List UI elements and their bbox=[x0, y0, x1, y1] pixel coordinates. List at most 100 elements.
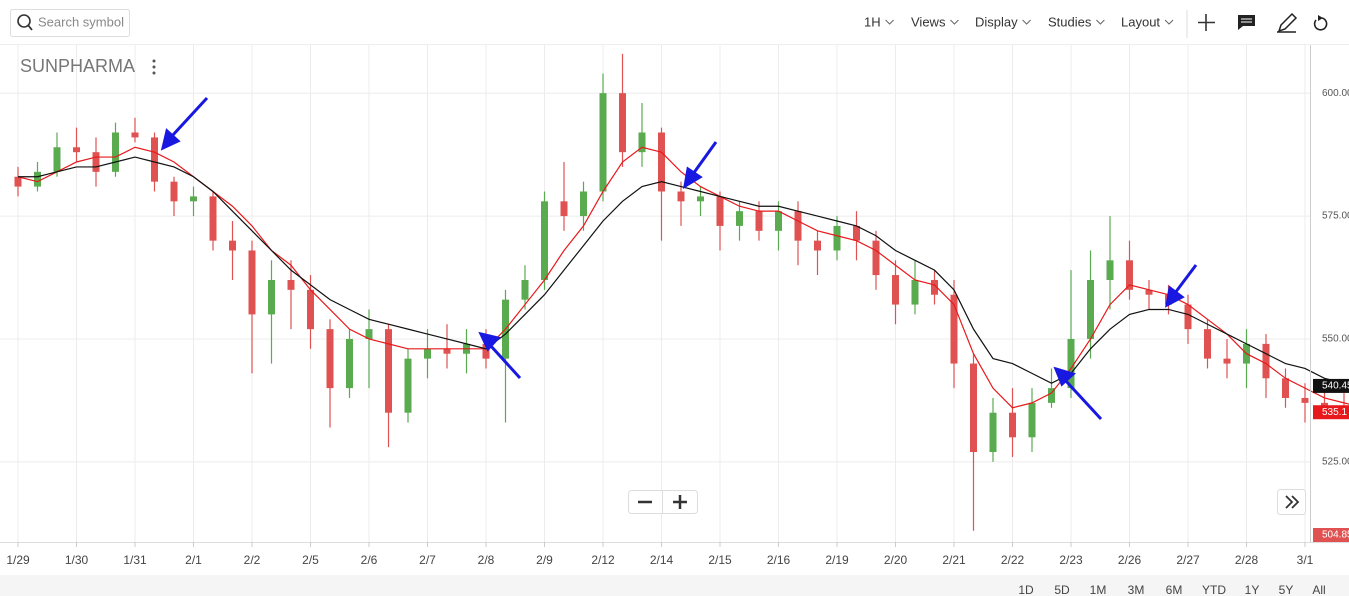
menu[interactable]: 1H bbox=[864, 14, 881, 29]
x-tick-label: 2/5 bbox=[302, 553, 319, 567]
comment-icon[interactable] bbox=[1238, 15, 1255, 30]
candle-body bbox=[677, 191, 685, 202]
menu-caret bbox=[885, 19, 894, 25]
reset-icon[interactable] bbox=[1313, 15, 1328, 31]
menu-caret bbox=[950, 19, 959, 25]
candle-body bbox=[404, 358, 412, 413]
menu[interactable]: Studies bbox=[1048, 14, 1092, 29]
candle-body bbox=[716, 196, 724, 226]
y-tick-label: 600.00 bbox=[1322, 88, 1349, 99]
add-icon[interactable] bbox=[1198, 14, 1215, 31]
candle-body bbox=[892, 275, 899, 305]
candle-body bbox=[814, 240, 821, 251]
candle-body bbox=[931, 279, 938, 295]
candle-body bbox=[131, 132, 139, 138]
candle-body bbox=[1067, 338, 1075, 389]
menu[interactable]: Layout bbox=[1121, 14, 1160, 29]
search-placeholder[interactable]: Search symbol bbox=[38, 14, 124, 29]
x-tick-label: 2/27 bbox=[1176, 553, 1200, 567]
range-button[interactable]: All bbox=[1312, 583, 1325, 596]
toolbar-border bbox=[0, 44, 1349, 45]
candle-body bbox=[560, 201, 568, 217]
x-tick-label: 2/28 bbox=[1235, 553, 1259, 567]
x-tick-label: 2/1 bbox=[185, 553, 202, 567]
candle-body bbox=[248, 250, 256, 315]
candle-body bbox=[794, 211, 802, 241]
candle-body bbox=[1087, 279, 1094, 339]
candle-body bbox=[1126, 260, 1133, 290]
price-tag bbox=[1313, 378, 1349, 393]
candle-body bbox=[112, 132, 119, 172]
candle-body bbox=[268, 279, 275, 315]
search-icon bbox=[17, 14, 31, 28]
price-tag-label: 540.45 bbox=[1322, 381, 1349, 392]
candle-body bbox=[1184, 304, 1192, 330]
x-tick-label: 2/7 bbox=[419, 553, 436, 567]
candle-body bbox=[989, 412, 997, 453]
candle-body bbox=[911, 279, 919, 305]
range-button[interactable]: 1Y bbox=[1245, 583, 1260, 596]
candle-body bbox=[307, 289, 314, 330]
range-button[interactable]: 3M bbox=[1128, 583, 1145, 596]
zoom-control bbox=[628, 490, 698, 514]
x-tick-label: 2/2 bbox=[244, 553, 261, 567]
menu[interactable]: Display bbox=[975, 14, 1018, 29]
menu-caret bbox=[1096, 19, 1105, 25]
candle-body bbox=[638, 132, 646, 153]
x-tick-label: 2/21 bbox=[942, 553, 966, 567]
candle-body bbox=[599, 93, 607, 192]
candle-body bbox=[1048, 388, 1055, 403]
candle-body bbox=[697, 196, 704, 202]
price-tag bbox=[1313, 528, 1349, 542]
range-button[interactable]: YTD bbox=[1202, 583, 1226, 596]
symbol-menu[interactable] bbox=[152, 59, 156, 75]
x-tick-label: 1/30 bbox=[65, 553, 89, 567]
candle-body bbox=[950, 294, 958, 364]
x-tick-label: 1/29 bbox=[6, 553, 30, 567]
zoom-in[interactable] bbox=[673, 495, 687, 509]
price-tag-label: 504.85 bbox=[1322, 530, 1349, 541]
range-button[interactable]: 5D bbox=[1054, 583, 1070, 596]
x-tick-label: 2/23 bbox=[1059, 553, 1083, 567]
candle-body bbox=[287, 279, 295, 290]
candle-body bbox=[326, 329, 334, 389]
x-tick-label: 2/12 bbox=[591, 553, 615, 567]
price-tag bbox=[1313, 405, 1349, 420]
candle-body bbox=[833, 225, 841, 251]
candle-body bbox=[872, 240, 880, 276]
x-tick-label: 2/15 bbox=[708, 553, 732, 567]
candle-body bbox=[482, 343, 490, 359]
x-tick-label: 2/14 bbox=[650, 553, 674, 567]
candle-body bbox=[1301, 397, 1309, 403]
candle-body bbox=[365, 329, 373, 339]
menu[interactable]: Views bbox=[911, 14, 946, 29]
x-tick-label: 3/1 bbox=[1297, 553, 1314, 567]
range-button[interactable]: 1M bbox=[1090, 583, 1107, 596]
search-box[interactable] bbox=[10, 9, 130, 37]
draw-icon[interactable] bbox=[1277, 12, 1298, 33]
menu-caret bbox=[1164, 19, 1174, 25]
candle-body bbox=[14, 176, 22, 187]
range-button[interactable]: 6M bbox=[1166, 583, 1183, 596]
candle-body bbox=[1204, 329, 1211, 359]
x-tick-label: 2/19 bbox=[825, 553, 849, 567]
range-button[interactable]: 1D bbox=[1018, 583, 1034, 596]
candle-body bbox=[190, 196, 197, 202]
candle-body bbox=[658, 132, 665, 192]
candle-body bbox=[53, 147, 61, 172]
range-button[interactable]: 5Y bbox=[1279, 583, 1294, 596]
x-tick-label: 2/8 bbox=[478, 553, 495, 567]
candle-body bbox=[755, 211, 763, 231]
x-tick-label: 2/26 bbox=[1118, 553, 1142, 567]
x-tick-label: 2/20 bbox=[884, 553, 908, 567]
candle-body bbox=[580, 191, 587, 217]
arrows bbox=[160, 96, 1198, 421]
candle-body bbox=[521, 279, 529, 300]
search-icon bbox=[27, 24, 33, 31]
x-tick-label: 2/22 bbox=[1001, 553, 1025, 567]
x-tick-label: 2/6 bbox=[361, 553, 378, 567]
candle-body bbox=[541, 201, 548, 280]
moving-average-line bbox=[18, 156, 1349, 386]
scroll-right[interactable] bbox=[1277, 489, 1306, 515]
